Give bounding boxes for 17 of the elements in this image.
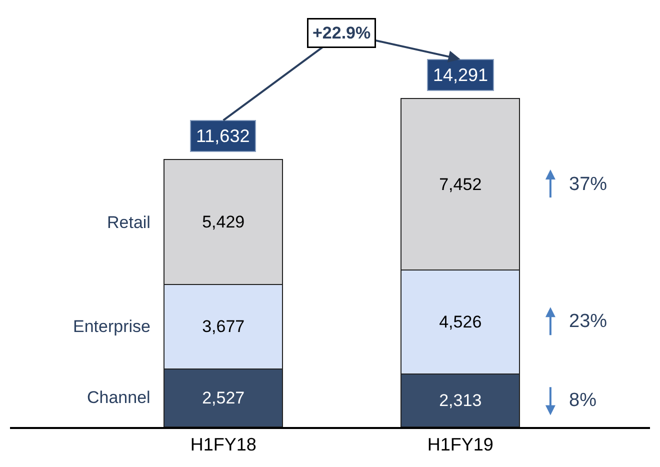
data-label: 2,313 bbox=[439, 390, 482, 410]
x-tick-label: H1FY18 bbox=[190, 434, 256, 454]
series-label: Enterprise bbox=[73, 317, 150, 336]
data-label: 7,452 bbox=[439, 174, 482, 194]
data-label: 5,429 bbox=[202, 212, 245, 232]
total-label: 11,632 bbox=[196, 126, 250, 146]
data-label: 3,677 bbox=[202, 317, 245, 336]
data-label: 2,527 bbox=[202, 388, 245, 408]
data-label: 4,526 bbox=[439, 312, 482, 332]
annotation: 23% bbox=[569, 311, 608, 332]
x-tick-label: H1FY19 bbox=[427, 434, 494, 454]
total-label: 14,291 bbox=[433, 65, 488, 85]
series-label: Channel bbox=[87, 388, 150, 407]
annotation: 8% bbox=[569, 390, 597, 411]
annotation: 37% bbox=[569, 174, 608, 195]
text: +22.9% bbox=[312, 24, 371, 42]
series-label: Retail bbox=[107, 213, 150, 232]
